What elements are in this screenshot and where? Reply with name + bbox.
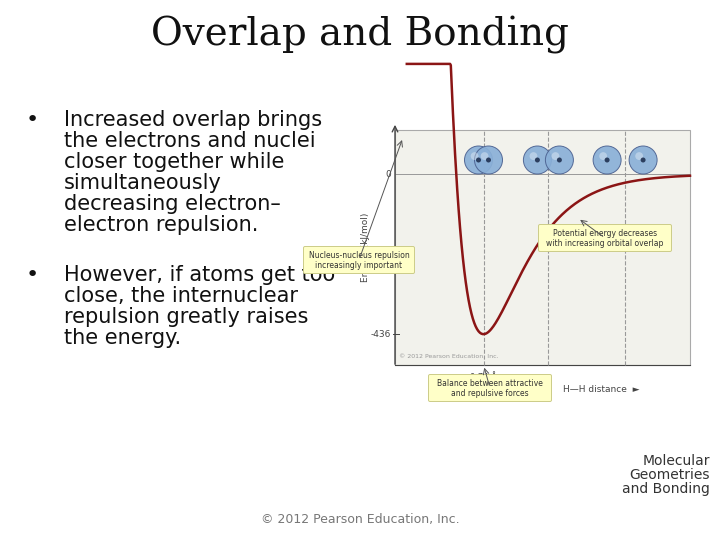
Circle shape: [635, 152, 643, 160]
Circle shape: [546, 146, 573, 174]
Text: the energy.: the energy.: [64, 328, 181, 348]
Circle shape: [486, 158, 491, 163]
Text: the electrons and nuclei: the electrons and nuclei: [64, 131, 315, 151]
Text: However, if atoms get too: However, if atoms get too: [64, 265, 336, 285]
Circle shape: [476, 158, 481, 163]
Circle shape: [474, 146, 503, 174]
Text: © 2012 Pearson Education, Inc.: © 2012 Pearson Education, Inc.: [261, 513, 459, 526]
Circle shape: [535, 158, 540, 163]
Circle shape: [641, 158, 646, 163]
Text: Balance between attractive: Balance between attractive: [437, 379, 543, 388]
Text: -436: -436: [371, 329, 391, 339]
FancyBboxPatch shape: [428, 375, 552, 402]
Text: closer together while: closer together while: [64, 152, 284, 172]
Circle shape: [471, 152, 479, 160]
Circle shape: [481, 152, 488, 160]
Text: increasingly important: increasingly important: [315, 261, 402, 270]
Text: decreasing electron–: decreasing electron–: [64, 194, 281, 214]
Circle shape: [464, 146, 492, 174]
Text: H—H distance  ►: H—H distance ►: [563, 385, 640, 394]
Text: close, the internuclear: close, the internuclear: [64, 286, 298, 306]
Text: and Bonding: and Bonding: [622, 482, 710, 496]
Text: with increasing orbital overlap: with increasing orbital overlap: [546, 239, 664, 248]
Text: 0.74 Å: 0.74 Å: [470, 373, 497, 382]
Text: repulsion greatly raises: repulsion greatly raises: [64, 307, 308, 327]
Circle shape: [593, 146, 621, 174]
Text: simultaneously: simultaneously: [64, 173, 222, 193]
Circle shape: [599, 152, 607, 160]
Text: Overlap and Bonding: Overlap and Bonding: [151, 16, 569, 54]
Circle shape: [523, 146, 552, 174]
Text: •: •: [26, 265, 40, 285]
Circle shape: [530, 152, 537, 160]
FancyBboxPatch shape: [395, 130, 690, 365]
Text: Geometries: Geometries: [629, 468, 710, 482]
Text: 0: 0: [385, 170, 391, 179]
Circle shape: [557, 158, 562, 163]
Text: Potential energy decreases: Potential energy decreases: [553, 229, 657, 238]
Text: •: •: [26, 110, 40, 130]
Circle shape: [605, 158, 610, 163]
Text: and repulsive forces: and repulsive forces: [451, 389, 528, 398]
Circle shape: [629, 146, 657, 174]
Text: Increased overlap brings: Increased overlap brings: [64, 110, 322, 130]
Text: electron repulsion.: electron repulsion.: [64, 215, 258, 235]
Text: © 2012 Pearson Education, Inc.: © 2012 Pearson Education, Inc.: [399, 354, 499, 359]
Text: Nucleus-nucleus repulsion: Nucleus-nucleus repulsion: [309, 251, 410, 260]
Text: Molecular: Molecular: [642, 454, 710, 468]
FancyBboxPatch shape: [539, 225, 672, 252]
Text: Energy (kJ/mol): Energy (kJ/mol): [361, 213, 369, 282]
Circle shape: [552, 152, 559, 160]
FancyBboxPatch shape: [304, 246, 415, 273]
